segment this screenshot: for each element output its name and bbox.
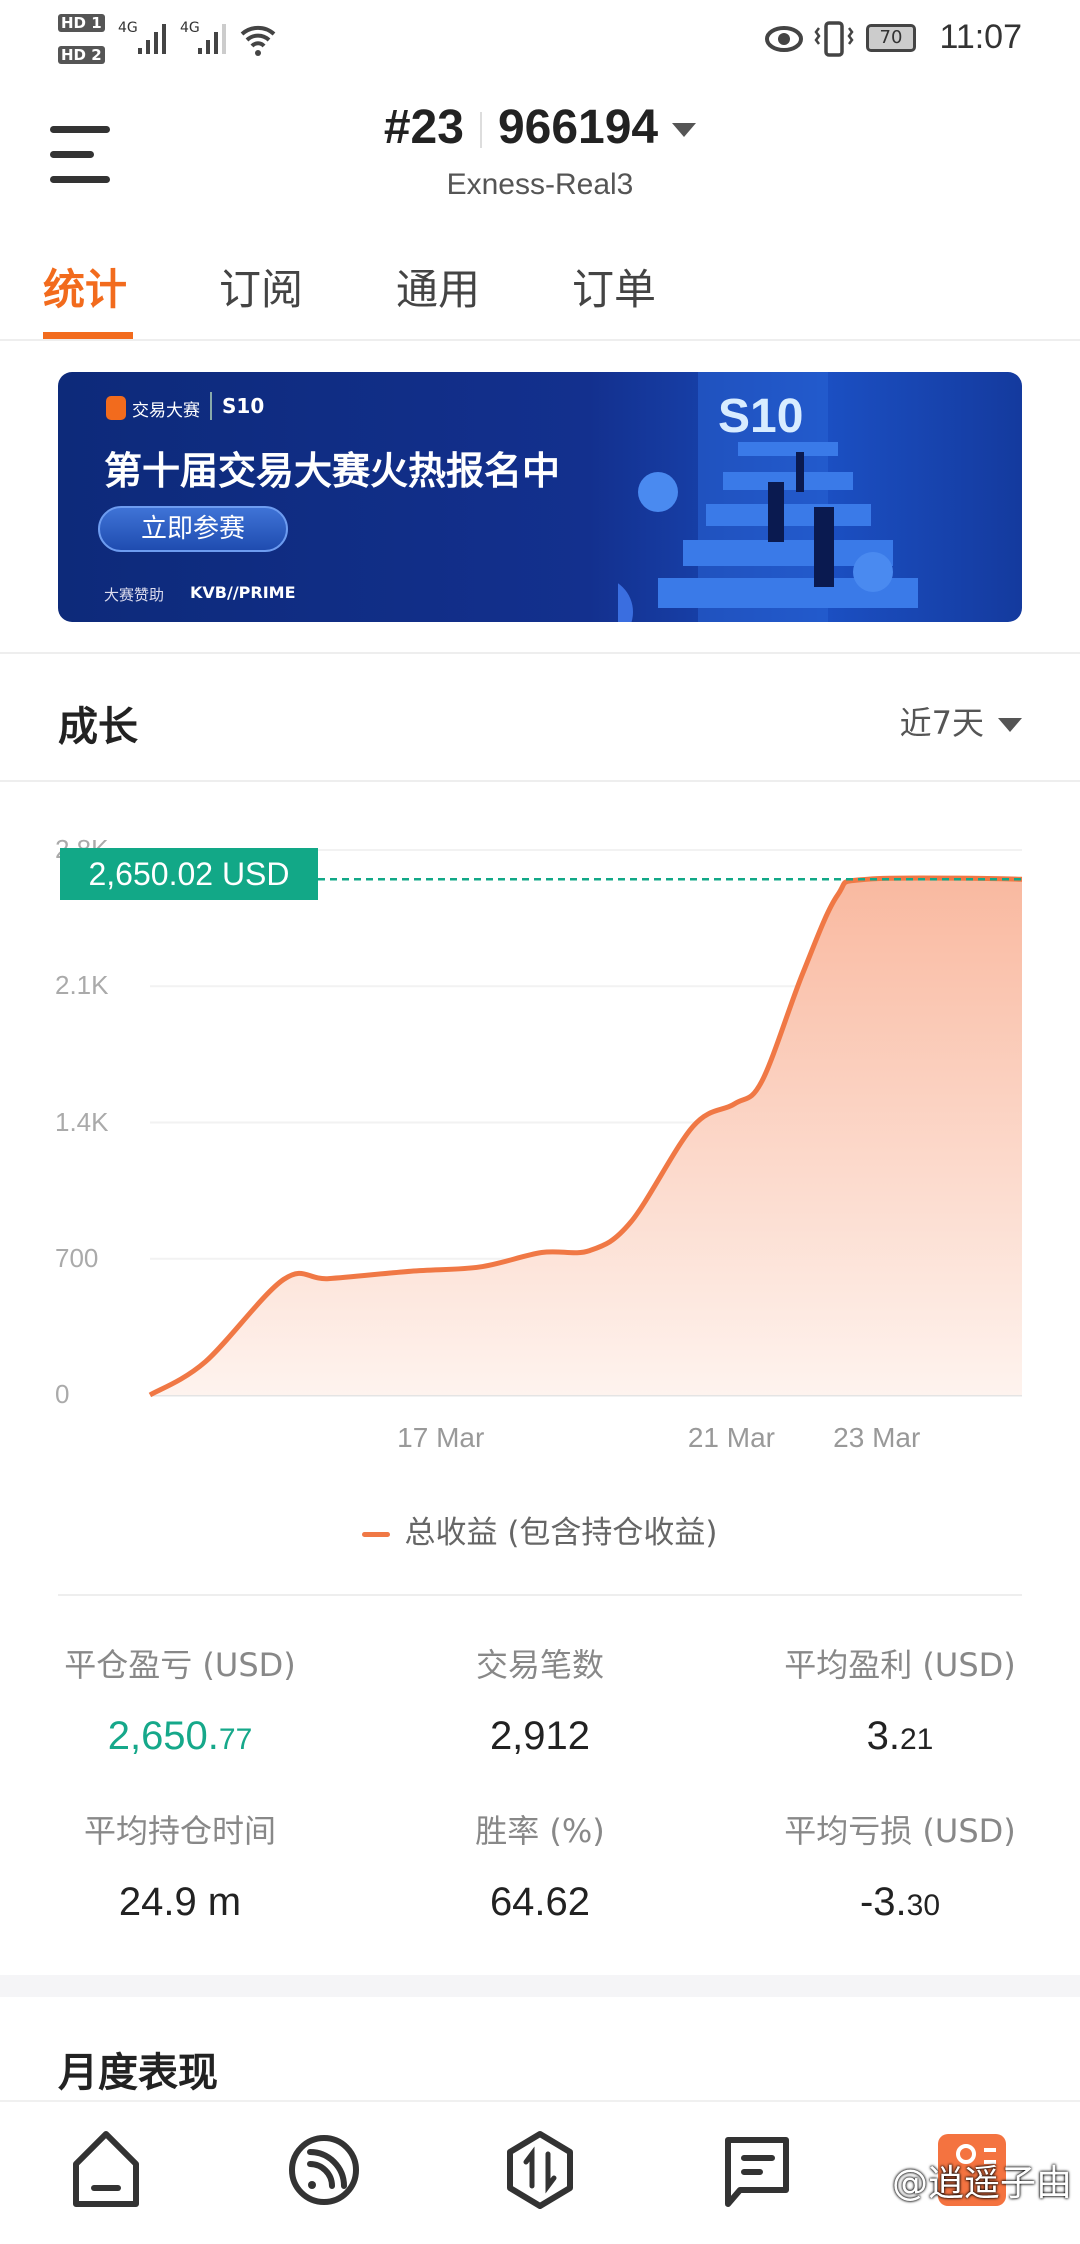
stat-label: 胜率 (%) [475,1812,605,1850]
signal-icon [198,24,226,54]
stat-label: 平均亏损 (USD) [784,1812,1016,1850]
current-value-tag: 2,650.02 USD [60,848,318,900]
caret-down-icon [998,718,1022,732]
growth-chart [148,849,1023,1398]
server-name: Exness-Real3 [446,168,634,201]
stat-label: 平均持仓时间 [83,1812,276,1850]
feed-icon[interactable] [282,2128,366,2212]
chart-legend: 总收益 (包含持仓收益) [0,1507,1080,1552]
stat-value: 64.62 [489,1880,591,1924]
sponsor-logo: KVB//PRIME [190,583,296,602]
trade-icon[interactable] [498,2128,582,2212]
join-now-button[interactable]: 立即参赛 [98,506,288,552]
section-separator [0,1975,1080,1997]
growth-area [150,877,1022,1395]
tab-general[interactable]: 通用 [396,265,481,314]
divider [0,780,1080,782]
home-icon[interactable] [66,2128,150,2212]
watermark: @逍遥子由 [891,2163,1072,2204]
bottom-nav [0,2100,1080,2244]
promo-banner[interactable]: 交易大赛 S10 第十届交易大赛火热报名中 立即参赛 大赛赞助 KVB//PRI… [58,372,1022,622]
y-tick-label: 0 [55,1379,70,1409]
y-tick-label: 1.4K [55,1106,109,1137]
stat-value: 2,912 [489,1714,591,1758]
stat-item: 胜率 (%) 64.62 [360,1806,720,1925]
status-bar: HD 1 HD 2 4G 4G 70 11:07 [0,0,1080,80]
divider [0,652,1080,654]
menu-icon[interactable] [50,126,110,201]
legend-swatch [362,1532,391,1537]
clock: 11:07 [939,18,1022,56]
stat-value: 24.9 m [118,1880,242,1924]
stat-item: 交易笔数 2,912 [360,1640,720,1759]
eye-icon [765,26,803,52]
growth-title: 成长 [58,704,138,750]
brand-logo-icon [106,396,126,420]
wifi-icon [240,25,276,56]
network-label: 4G [118,20,138,36]
network-label: 4G [180,20,200,36]
stat-label: 交易笔数 [475,1646,604,1684]
x-tick-label: 17 Mar [397,1422,485,1453]
divider [479,112,482,149]
growth-line [148,875,1023,1398]
active-tab-indicator [43,332,133,339]
stat-label: 平仓盈亏 (USD) [64,1646,296,1684]
profile-icon[interactable] [930,2128,1014,2212]
sponsor-label: 大赛赞助 [104,586,165,604]
banner-brand: 交易大赛 [132,401,200,421]
banner-season: S10 [222,394,265,418]
tab-subscriptions[interactable]: 订阅 [219,265,304,314]
tab-statistics[interactable]: 统计 [43,265,128,314]
account-number: 966194 [497,101,659,154]
stat-value: 2,650.77 [107,1714,253,1758]
tab-orders[interactable]: 订单 [572,265,657,314]
caret-down-icon [672,123,697,138]
legend-label: 总收益 (包含持仓收益) [404,1515,718,1551]
x-tick-label: 21 Mar [687,1422,775,1453]
account-rank: #23 [383,101,464,154]
signal-icon [138,24,166,54]
monthly-title: 月度表现 [58,2050,218,2096]
banner-s10-graphic: S10 [718,390,803,443]
y-tick-label: 700 [55,1242,99,1273]
y-tick-label: 2.1K [55,970,109,1001]
sim1-indicator: HD 1 [58,14,105,32]
stat-item: 平仓盈亏 (USD) 2,650.77 [0,1640,360,1759]
stat-item: 平均盈利 (USD) 3.21 [720,1640,1080,1759]
stat-value: 3.21 [866,1714,934,1758]
range-value: 近7天 [899,704,984,742]
divider [58,1594,1022,1596]
messages-icon[interactable] [714,2128,798,2212]
x-tick-label: 23 Mar [833,1422,921,1453]
account-selector[interactable]: #23 966194 [0,100,1080,155]
banner-headline: 第十届交易大赛火热报名中 [104,449,561,493]
range-selector[interactable]: 近7天 [900,698,1022,744]
sim2-indicator: HD 2 [58,46,105,64]
vibrate-icon [814,21,854,57]
stat-label: 平均盈利 (USD) [784,1646,1016,1684]
stat-value: -3.30 [859,1880,941,1924]
battery-icon: 70 [866,24,916,52]
stat-item: 平均持仓时间 24.9 m [0,1806,360,1925]
stat-item: 平均亏损 (USD) -3.30 [720,1806,1080,1925]
divider [0,339,1080,341]
banner-illustration: S10 [618,372,918,622]
